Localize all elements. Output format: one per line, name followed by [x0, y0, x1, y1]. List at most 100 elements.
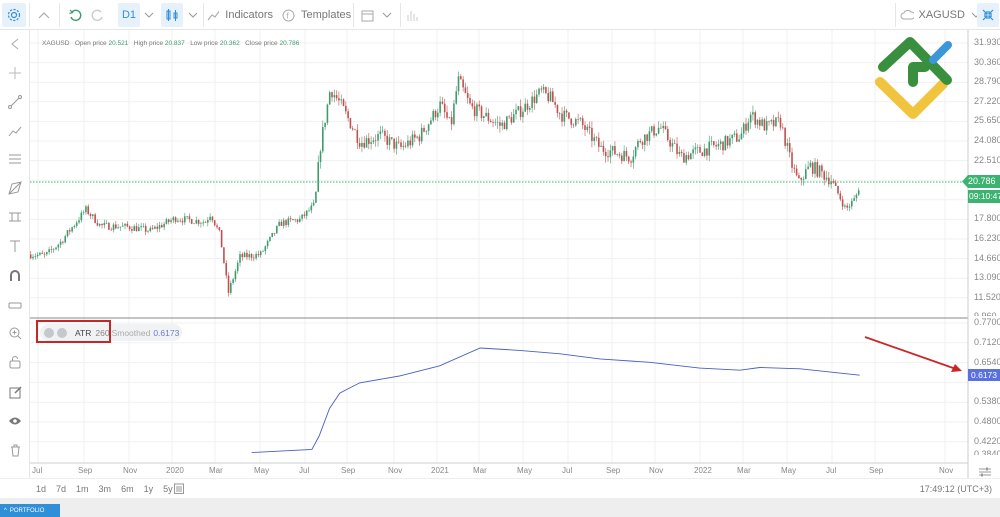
fibonacci-tool[interactable] [5, 149, 25, 169]
candle [218, 226, 221, 232]
portfolio-button[interactable]: ^ PORTFOLIO [0, 504, 60, 517]
crosshair-tool[interactable] [5, 63, 25, 83]
ohlc-legend: XAGUSD Open price 20.521 High price 20.8… [42, 40, 299, 47]
candle [717, 139, 720, 150]
collapse-button[interactable] [34, 3, 54, 27]
indicator-settings-icon[interactable] [57, 327, 67, 338]
candle [807, 161, 809, 170]
price-tick-label: 17.800 [974, 213, 1000, 224]
open-value: 20.521 [108, 40, 129, 47]
date-range-button[interactable] [358, 3, 376, 27]
candle [312, 199, 315, 207]
candle [586, 123, 589, 133]
range-button-1m[interactable]: 1m [76, 484, 89, 494]
candle [609, 144, 612, 164]
range-button-1d[interactable]: 1d [36, 484, 47, 494]
measure-tool[interactable] [5, 295, 25, 315]
projection-tool[interactable] [5, 207, 25, 227]
range-button-7d[interactable]: 7d [56, 484, 67, 494]
range-button-5y[interactable]: 5y [163, 484, 173, 494]
bar-chart-icon [407, 11, 418, 21]
chart-area[interactable] [30, 30, 1000, 478]
undo-button[interactable] [66, 3, 84, 27]
text-icon [10, 240, 20, 252]
candle [517, 105, 520, 112]
candle [637, 139, 639, 151]
pattern-tool[interactable] [5, 178, 25, 198]
price-tick-label: 14.660 [974, 252, 1000, 263]
timeframe-dropdown[interactable] [142, 3, 156, 27]
lock-drawings-button[interactable] [5, 352, 25, 372]
drawing-toolbar [0, 30, 30, 478]
time-tick-label: Jul [32, 466, 43, 475]
candle [809, 160, 812, 168]
timeframe-button[interactable]: D1 [118, 3, 140, 27]
candle [400, 139, 402, 150]
axis-settings-button[interactable] [978, 465, 992, 483]
candle [655, 133, 658, 137]
zoom-in-icon [9, 327, 21, 339]
candle [715, 141, 717, 150]
chevron-up-icon [38, 12, 50, 19]
indicators-button[interactable]: Indicators [207, 3, 273, 27]
candle [259, 250, 262, 258]
date-range-dropdown[interactable] [380, 3, 394, 27]
magnet-tool[interactable] [5, 265, 25, 285]
candle [361, 136, 363, 153]
candle [542, 84, 545, 94]
candle [331, 91, 333, 102]
date-picker-button[interactable] [174, 483, 184, 496]
redo-button[interactable] [89, 3, 107, 27]
candle [756, 118, 759, 129]
candle [650, 125, 653, 133]
bar-countdown: 09:10:47 [968, 190, 1000, 203]
gear-icon [7, 8, 21, 22]
candle [280, 219, 283, 226]
candle [538, 87, 540, 97]
hide-toolbar-button[interactable] [5, 34, 25, 54]
drawings-settings-button[interactable] [5, 382, 25, 402]
brush-tool[interactable] [5, 121, 25, 141]
candle [749, 111, 752, 130]
zoom-tool[interactable] [5, 323, 25, 343]
candle [664, 121, 667, 131]
candle [478, 100, 481, 111]
candle [839, 190, 842, 202]
candle [752, 105, 754, 121]
range-button-3m[interactable]: 3m [98, 484, 112, 494]
text-tool[interactable] [5, 236, 25, 256]
chart-type-button[interactable] [161, 3, 183, 27]
visibility-button[interactable] [5, 411, 25, 431]
candle [48, 246, 50, 255]
candle [432, 109, 435, 123]
delete-drawings-button[interactable] [5, 440, 25, 460]
candle [736, 129, 738, 143]
candle [64, 234, 67, 244]
time-tick-label: 2021 [431, 466, 449, 475]
candle [269, 236, 271, 243]
candle [496, 116, 499, 129]
fullscreen-button[interactable] [977, 3, 999, 27]
candle [409, 136, 412, 150]
candle [338, 91, 340, 106]
remove-indicator-icon[interactable] [44, 327, 54, 338]
chart-type-dropdown[interactable] [186, 3, 200, 27]
trendline-tool[interactable] [5, 92, 25, 112]
range-button-6m[interactable]: 6m [121, 484, 134, 494]
candle [740, 127, 743, 140]
candle [324, 122, 326, 131]
settings-button[interactable] [2, 3, 26, 27]
candle [722, 141, 724, 155]
templates-button[interactable]: f Templates [282, 3, 352, 27]
candle [460, 74, 462, 80]
symbol-selector[interactable]: XAGUSD [900, 3, 980, 27]
candle [611, 145, 614, 156]
candle [285, 219, 287, 228]
candle [533, 90, 536, 110]
volume-button[interactable] [404, 3, 420, 27]
range-button-1y[interactable]: 1y [143, 484, 154, 494]
candle [365, 135, 368, 148]
candle [190, 218, 193, 225]
candle [558, 112, 561, 120]
atr-legend[interactable]: ATR 260 Smoothed 0.6173 [40, 324, 182, 341]
